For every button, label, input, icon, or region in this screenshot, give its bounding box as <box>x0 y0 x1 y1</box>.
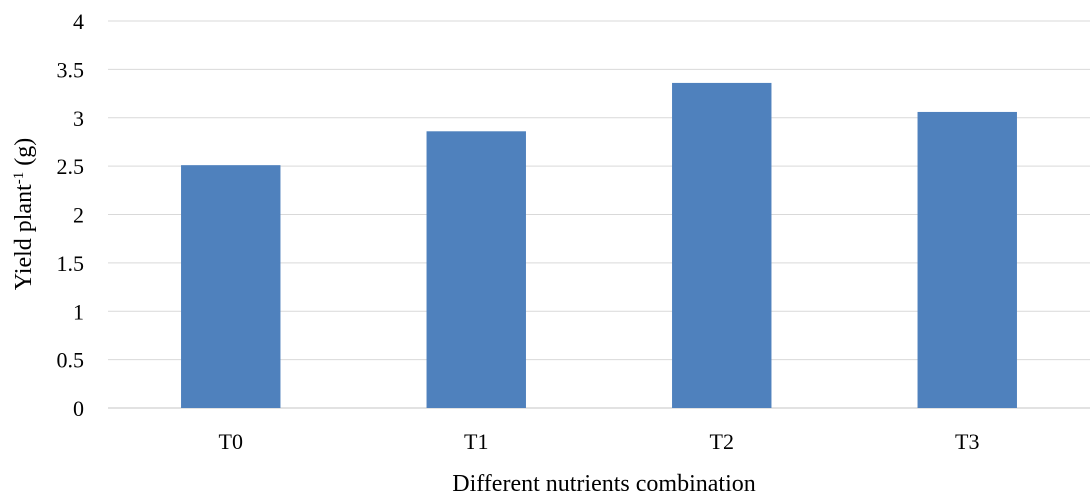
y-tick-label: 2.5 <box>57 154 85 179</box>
x-tick-labels: T0 T1 T2 T3 <box>219 429 980 454</box>
x-axis-title: Different nutrients combination <box>452 471 755 497</box>
y-tick-label: 1.5 <box>57 251 85 276</box>
bar-t3 <box>917 111 1017 408</box>
bar-layer <box>181 82 1017 409</box>
y-tick-label: 3 <box>73 106 84 131</box>
bar-t2 <box>672 82 772 409</box>
y-tick-label: 4 <box>73 9 84 34</box>
y-axis-title-suffix: (g) <box>11 138 37 172</box>
y-tick-labels: 0 0.5 1 1.5 2 2.5 3 3.5 4 <box>57 9 85 421</box>
y-axis-title-prefix: Yield plant <box>11 184 37 290</box>
bar-t0 <box>181 165 281 408</box>
y-axis-title: Yield plant-1 (g) <box>11 138 37 290</box>
x-tick-label: T3 <box>955 429 979 454</box>
y-tick-label: 2 <box>73 203 84 228</box>
y-tick-label: 3.5 <box>57 57 85 82</box>
y-axis-title-superscript: -1 <box>11 172 27 185</box>
y-tick-label: 0 <box>73 396 84 421</box>
y-tick-label: 0.5 <box>57 348 85 373</box>
bar-t1 <box>426 131 526 409</box>
x-tick-label: T0 <box>219 429 243 454</box>
y-tick-label: 1 <box>73 299 84 324</box>
x-tick-label: T1 <box>464 429 488 454</box>
x-tick-label: T2 <box>710 429 734 454</box>
